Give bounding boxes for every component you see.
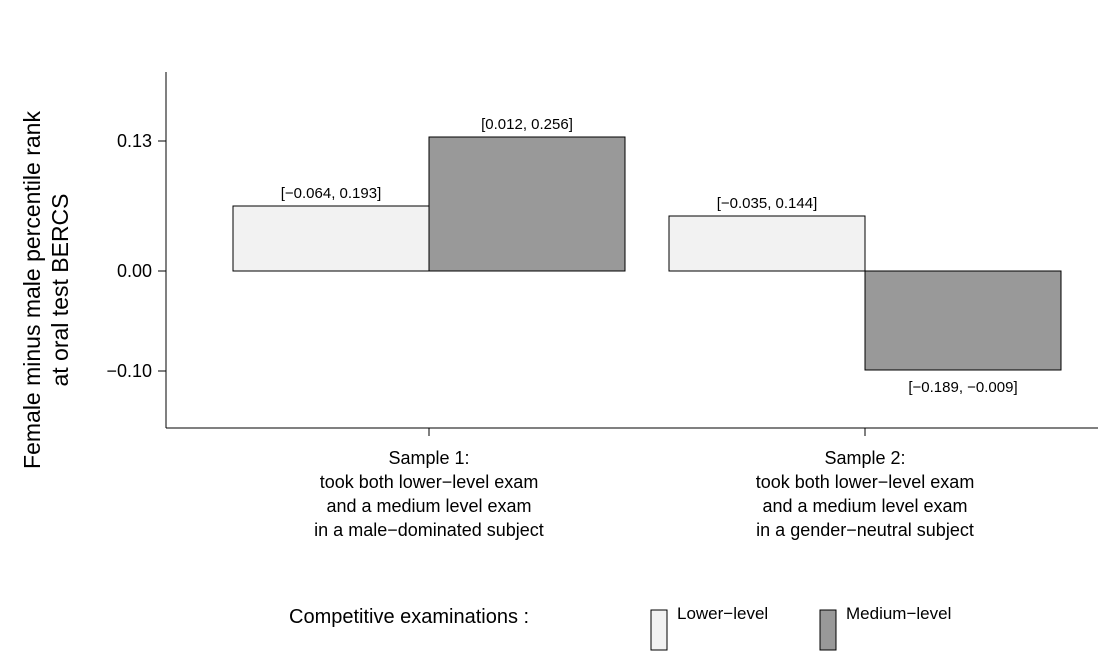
bar — [232, 205, 430, 272]
y-tick-label: 0.13 — [117, 131, 152, 151]
y-axis-title-line: at oral test BERCS — [47, 193, 73, 386]
axes — [165, 72, 1098, 429]
bar — [668, 215, 866, 272]
category-label-line: took both lower−level exam — [320, 472, 539, 492]
ci-label: [−0.189, −0.009] — [908, 379, 1017, 396]
category-label-line: Sample 1: — [388, 448, 469, 468]
legend-label: Lower−level — [677, 604, 768, 623]
y-tick-label: −0.10 — [106, 361, 152, 381]
ci-label: [−0.035, 0.144] — [717, 195, 818, 212]
category-label-line: in a gender−neutral subject — [756, 520, 974, 540]
ci-labels: [−0.064, 0.193] [0.012, 0.256] [−0.035, 0.… — [281, 116, 1018, 396]
y-axis-title: Female minus male percentile rank at oral… — [19, 111, 73, 469]
legend-title: Competitive examinations : — [289, 606, 529, 628]
category-label-line: took both lower−level exam — [756, 472, 975, 492]
category-label-line: in a male−dominated subject — [314, 520, 544, 540]
bars — [232, 136, 1062, 371]
category-label-line: and a medium level exam — [326, 496, 531, 516]
ci-label: [0.012, 0.256] — [481, 116, 573, 133]
y-axis-title-line: Female minus male percentile rank — [19, 111, 45, 469]
legend-label: Medium−level — [846, 604, 951, 623]
x-category-labels: Sample 1: took both lower−level exam and a… — [314, 428, 974, 540]
y-ticks: 0.13 0.00 −0.10 — [106, 131, 166, 381]
legend-swatch — [819, 609, 837, 651]
bar — [428, 136, 626, 272]
ci-label: [−0.064, 0.193] — [281, 185, 382, 202]
category-label-line: and a medium level exam — [762, 496, 967, 516]
legend: Competitive examinations : Lower−level Me… — [289, 604, 951, 651]
y-tick-label: 0.00 — [117, 261, 152, 281]
legend-swatch — [650, 609, 668, 651]
bar — [864, 270, 1062, 371]
legend-items: Lower−level Medium−level — [650, 604, 951, 651]
category-label-line: Sample 2: — [824, 448, 905, 468]
